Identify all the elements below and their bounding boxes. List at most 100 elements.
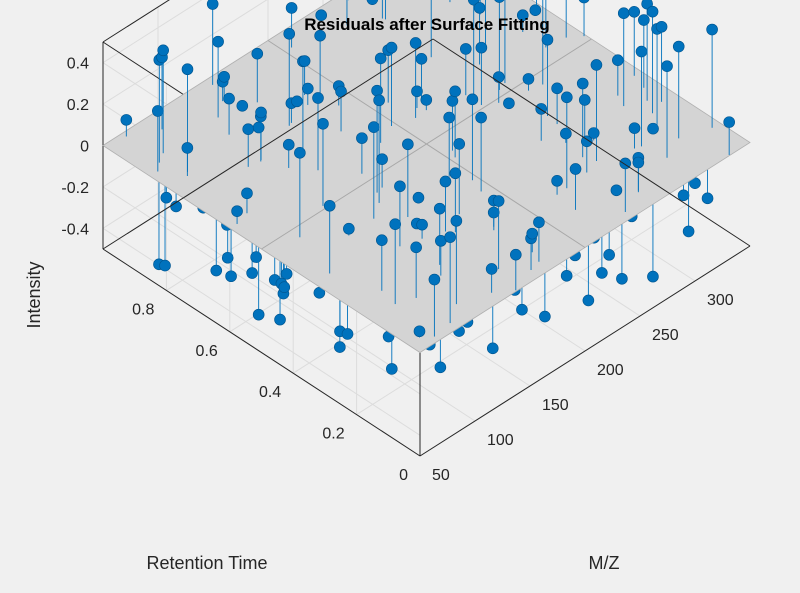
residual-point xyxy=(280,268,293,280)
x-tick-label: 150 xyxy=(542,397,569,414)
residual-point xyxy=(298,55,311,67)
residual-point xyxy=(291,95,303,108)
residual-point xyxy=(610,184,623,197)
residual-point xyxy=(420,94,433,106)
residual-point xyxy=(251,47,264,60)
plane-mesh-line xyxy=(261,38,592,250)
residual-point xyxy=(443,111,455,124)
tick-labels: -0.4 -0.2 0 0.2 0.4 0 0.2 0.4 0.6 0.8 50 100 150 200 2… xyxy=(61,56,733,484)
residual-point xyxy=(682,225,695,238)
y-tick-label: 0.4 xyxy=(259,384,281,401)
axes-edge xyxy=(419,245,751,457)
residual-point xyxy=(302,82,314,95)
x-tick-label: 50 xyxy=(432,467,450,484)
residual-point xyxy=(255,106,267,119)
chart-title: Residuals after Surface Fitting xyxy=(304,15,550,34)
residual-point xyxy=(374,52,387,65)
residual-point xyxy=(581,135,593,148)
x-tick-label: 300 xyxy=(707,292,734,309)
residual-point xyxy=(475,111,487,124)
residual-point xyxy=(492,71,505,83)
residual-point xyxy=(466,93,479,106)
residual-point xyxy=(181,63,194,76)
residual-point xyxy=(533,216,545,229)
residual-point xyxy=(449,85,461,98)
z-tick-label: 0.2 xyxy=(67,97,89,114)
y-tick-label: 0.6 xyxy=(196,343,218,360)
residual-point xyxy=(473,2,486,14)
residual-point xyxy=(485,263,498,275)
residual-point xyxy=(647,270,659,283)
stems-above-plane xyxy=(120,0,735,338)
residual-point xyxy=(241,187,253,200)
residual-point xyxy=(510,248,522,261)
grid-line xyxy=(102,186,421,395)
residual-point xyxy=(551,175,563,187)
residual-point xyxy=(428,273,441,286)
residual-point xyxy=(582,294,595,307)
residual-point xyxy=(632,156,645,169)
z-axis-label: Intensity xyxy=(24,261,44,328)
y-tick-label: 0.2 xyxy=(322,426,344,443)
residual-point xyxy=(221,251,234,264)
residual-point xyxy=(385,41,398,54)
residual-point xyxy=(578,0,590,4)
residual-point xyxy=(677,189,690,202)
residual-point xyxy=(706,23,718,36)
residual-point xyxy=(603,249,615,261)
residual-point xyxy=(315,9,327,21)
residual-point xyxy=(450,215,463,227)
residual-point xyxy=(402,138,414,151)
residual-point xyxy=(646,5,659,18)
residual-point xyxy=(672,40,685,53)
residual-point xyxy=(433,202,446,215)
residual-point xyxy=(661,60,673,72)
residual-point xyxy=(446,95,459,107)
residual-point xyxy=(317,117,329,130)
residual-point xyxy=(366,0,379,5)
residual-point xyxy=(412,191,425,204)
residual-point xyxy=(492,195,505,207)
residual-point xyxy=(439,175,452,188)
x-tick-label: 250 xyxy=(652,327,679,344)
residual-point xyxy=(590,59,603,71)
residual-point xyxy=(278,281,291,294)
residual-point xyxy=(394,180,406,193)
z-tick-label: -0.2 xyxy=(61,180,89,197)
residual-point xyxy=(503,97,515,110)
residual-point xyxy=(516,303,528,316)
x-tick-label: 100 xyxy=(487,432,514,449)
residual-point xyxy=(460,43,472,55)
axes-edge xyxy=(102,248,421,457)
residual-point xyxy=(285,2,298,14)
y-tick-label: 0.8 xyxy=(132,301,154,318)
residual-point xyxy=(587,127,600,139)
residual-point xyxy=(373,94,385,107)
z-tick-label: 0.4 xyxy=(67,56,89,73)
residual-point xyxy=(635,45,648,58)
residual-point xyxy=(449,167,462,180)
residual-point xyxy=(250,251,262,263)
residual-point xyxy=(356,132,368,144)
residual-point xyxy=(516,9,529,22)
residual-point xyxy=(341,328,354,340)
grid-line xyxy=(157,213,476,422)
residual-point xyxy=(210,264,223,277)
residual-point xyxy=(453,138,466,150)
residual-point xyxy=(252,308,265,321)
residual-point xyxy=(539,310,551,323)
residual-point xyxy=(334,341,346,353)
residual-point xyxy=(655,20,668,33)
residual-point xyxy=(576,77,589,90)
fitted-surface-plane xyxy=(102,0,751,353)
residual-point xyxy=(389,218,401,230)
axes-edge xyxy=(102,0,170,43)
residual-point xyxy=(526,227,539,240)
x-axis-label: M/Z xyxy=(589,553,620,573)
residual-point xyxy=(159,259,171,272)
residual-point xyxy=(312,92,324,104)
residual-point xyxy=(313,286,326,299)
residual-point xyxy=(368,121,380,133)
residual-point xyxy=(434,361,447,374)
